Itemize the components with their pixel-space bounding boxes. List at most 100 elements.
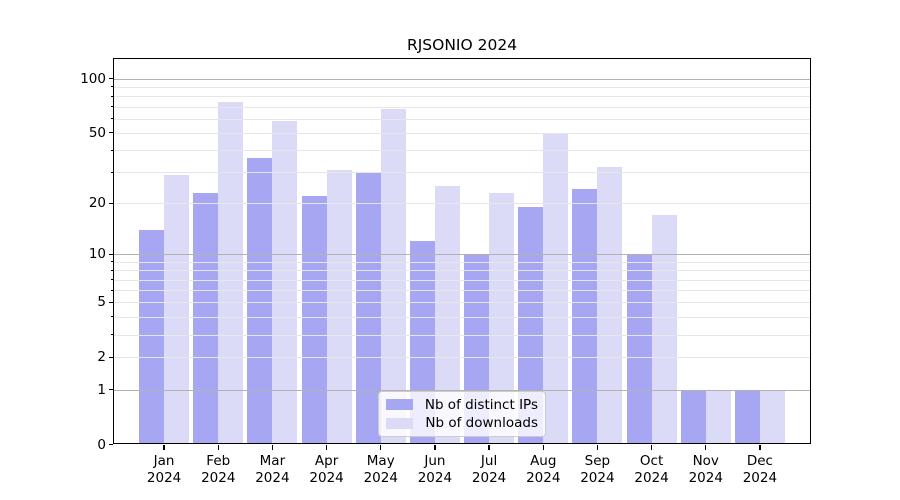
legend-item-distinct-ips: Nb of distinct IPs (386, 397, 538, 413)
gridline-minor-40 (113, 150, 811, 152)
gridline-minor-80 (113, 96, 811, 98)
gridline-major-10 (113, 254, 811, 256)
bar-distinct-ips-feb (193, 192, 219, 445)
x-tick-label-dec: Dec 2024 (730, 453, 790, 487)
legend-label-downloads: Nb of downloads (425, 415, 538, 432)
y-minor-tick-mark-8 (110, 269, 113, 271)
year-label: 2024 (363, 469, 398, 486)
x-tick-label-mar: Mar 2024 (242, 453, 302, 487)
x-tick-mark-may (380, 445, 382, 450)
gridline-minor-50 (113, 132, 811, 134)
month-label: Aug (530, 452, 557, 469)
x-tick-mark-jun (434, 445, 436, 450)
legend-label-distinct-ips: Nb of distinct IPs (424, 396, 538, 413)
legend: Nb of distinct IPs Nb of downloads (378, 391, 546, 437)
bar-distinct-ips-mar (247, 158, 273, 445)
y-tick-label-0: 0 (97, 436, 106, 453)
y-tick-label-100: 100 (80, 70, 106, 87)
month-label: Mar (259, 452, 286, 469)
x-tick-label-jun: Jun 2024 (405, 453, 465, 487)
y-minor-tick-mark-60 (110, 118, 113, 120)
bar-downloads-may (380, 108, 406, 445)
month-label: Apr (314, 452, 339, 469)
x-tick-mark-apr (325, 445, 328, 450)
x-tick-label-oct: Oct 2024 (622, 453, 682, 487)
y-tick-label-5: 5 (97, 294, 106, 311)
gridline-minor-30 (113, 172, 811, 174)
gridline-minor-6 (113, 290, 811, 292)
y-minor-tick-mark-90 (110, 86, 113, 88)
x-tick-mark-aug (542, 445, 544, 450)
bar-downloads-oct (651, 215, 677, 445)
bar-distinct-ips-jan (139, 229, 165, 445)
bar-downloads-jan (164, 174, 190, 445)
y-minor-tick-mark-6 (110, 289, 113, 291)
y-minor-tick-mark-4 (110, 316, 113, 318)
gridline-minor-9 (113, 261, 811, 263)
gridline-minor-7 (113, 279, 811, 281)
y-tick-label-20: 20 (88, 195, 106, 212)
year-label: 2024 (526, 469, 561, 486)
x-tick-label-feb: Feb 2024 (188, 453, 248, 487)
x-tick-label-sep: Sep 2024 (567, 453, 627, 487)
gridline-minor-4 (113, 316, 811, 318)
month-label: Nov (692, 452, 719, 469)
x-tick-label-apr: Apr 2024 (297, 453, 357, 487)
x-tick-mark-sep (596, 445, 598, 450)
y-tick-mark-100 (108, 78, 113, 80)
bar-distinct-ips-may (355, 172, 381, 445)
bar-downloads-nov (705, 389, 731, 445)
bar-downloads-mar (272, 121, 298, 445)
bar-distinct-ips-apr (301, 195, 327, 445)
month-label: Oct (639, 452, 664, 469)
y-minor-tick-mark-9 (110, 261, 113, 263)
month-label: Feb (206, 452, 231, 469)
gridline-major-1 (113, 389, 811, 391)
y-minor-tick-mark-30 (110, 171, 113, 173)
month-label: Sep (584, 452, 611, 469)
gridline-minor-5 (113, 302, 811, 304)
bar-downloads-feb (218, 102, 244, 445)
month-label: Dec (746, 452, 773, 469)
x-tick-mark-dec (759, 445, 761, 450)
year-label: 2024 (688, 469, 723, 486)
gridline-minor-70 (113, 106, 811, 108)
x-tick-label-jan: Jan 2024 (134, 453, 194, 487)
y-minor-tick-mark-7 (110, 279, 113, 281)
year-label: 2024 (471, 469, 507, 486)
x-tick-mark-jan (163, 445, 165, 450)
x-tick-mark-oct (650, 445, 653, 450)
x-tick-mark-nov (705, 445, 707, 450)
plot-area (113, 58, 811, 445)
legend-item-downloads: Nb of downloads (386, 415, 538, 431)
bar-distinct-ips-dec (734, 389, 760, 445)
y-minor-tick-mark-80 (110, 95, 113, 97)
year-label: 2024 (146, 469, 182, 486)
month-label: May (366, 452, 395, 469)
y-tick-mark-0 (108, 444, 113, 446)
x-tick-label-aug: Aug 2024 (513, 453, 573, 487)
y-tick-label-10: 10 (88, 246, 106, 263)
year-label: 2024 (580, 469, 615, 486)
x-tick-mark-feb (217, 445, 219, 450)
x-tick-label-jul: Jul 2024 (459, 453, 519, 487)
gridline-minor-8 (113, 270, 811, 272)
year-label: 2024 (255, 469, 290, 486)
gridline-minor-60 (113, 118, 811, 120)
x-tick-mark-mar (271, 445, 273, 450)
grid-layer (113, 58, 811, 444)
bar-downloads-sep (597, 167, 623, 445)
month-label: Jul (480, 452, 498, 469)
bar-distinct-ips-nov (680, 389, 706, 445)
month-label: Jan (153, 452, 175, 469)
bar-downloads-dec (759, 389, 785, 445)
year-label: 2024 (742, 469, 778, 486)
y-minor-tick-mark-70 (110, 106, 113, 108)
x-tick-label-nov: Nov 2024 (676, 453, 736, 487)
year-label: 2024 (417, 469, 453, 486)
y-tick-mark-1 (108, 389, 113, 391)
y-minor-tick-mark-3 (110, 334, 113, 336)
year-label: 2024 (201, 469, 236, 486)
bar-downloads-aug (543, 132, 569, 445)
